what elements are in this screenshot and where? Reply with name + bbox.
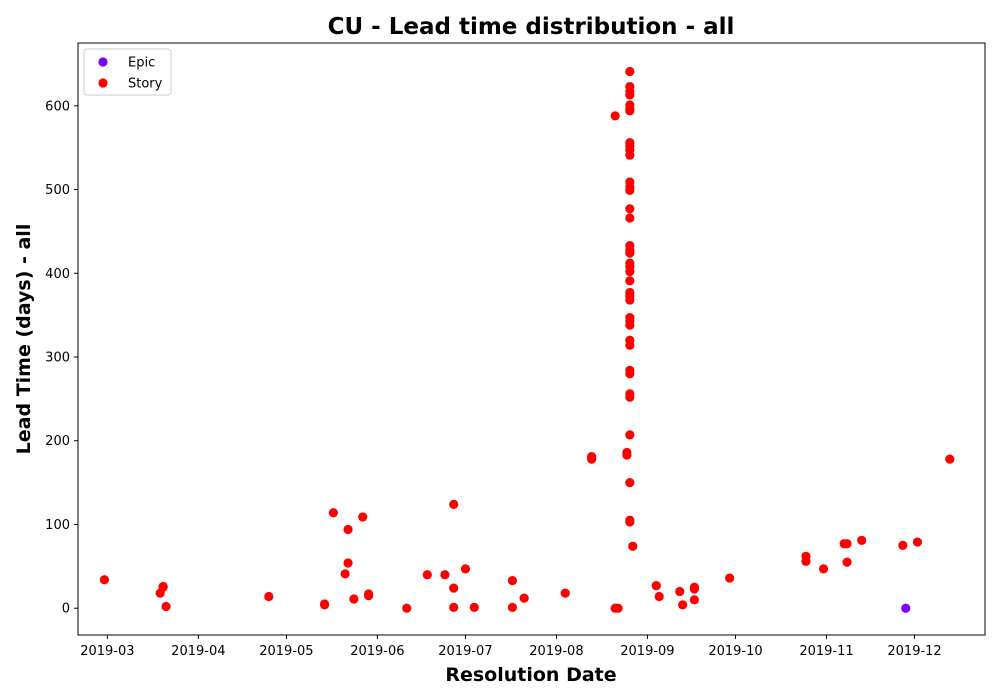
x-tick-label: 2019-08	[529, 644, 583, 659]
story-point	[264, 591, 274, 602]
story-point	[625, 392, 635, 402]
story-point	[340, 569, 350, 579]
story-point	[610, 111, 620, 121]
story-point	[625, 150, 635, 160]
story-point	[912, 537, 923, 547]
x-tick-label: 2019-12	[887, 644, 941, 659]
plot-frame	[77, 42, 986, 636]
x-tick-label: 2019-05	[259, 644, 313, 659]
y-tick-label: 100	[45, 518, 70, 533]
legend: Epic Story	[83, 48, 172, 96]
data-points	[99, 66, 955, 613]
story-point	[440, 570, 450, 580]
story-point	[675, 586, 685, 597]
story-point	[628, 541, 638, 551]
story-point	[349, 594, 359, 604]
story-point	[625, 248, 635, 258]
story-point	[449, 583, 459, 593]
x-tick-label: 2019-10	[708, 644, 762, 659]
x-tick-label: 2019-04	[171, 644, 225, 659]
y-tick-label: 600	[45, 99, 70, 114]
story-point	[161, 601, 171, 612]
x-tick-label: 2019-03	[80, 644, 134, 659]
story-point	[625, 204, 635, 214]
story-point	[625, 478, 635, 488]
story-point	[343, 524, 353, 535]
story-point	[560, 588, 570, 598]
x-tick-label: 2019-09	[620, 644, 674, 659]
chart-title: CU - Lead time distribution - all	[328, 14, 735, 40]
story-point	[625, 369, 635, 379]
story-point	[507, 602, 518, 612]
story-point	[99, 575, 110, 585]
story-point	[625, 517, 635, 527]
story-point	[328, 508, 338, 518]
story-point	[625, 185, 635, 195]
y-tick-label: 500	[45, 183, 70, 198]
story-point	[469, 602, 479, 612]
story-point	[898, 540, 908, 551]
story-point	[857, 535, 867, 545]
x-axis-label: Resolution Date	[445, 664, 616, 686]
story-point	[358, 512, 368, 522]
story-point	[460, 564, 471, 574]
y-tick-label: 300	[45, 351, 70, 366]
plot-area	[78, 43, 985, 635]
legend-marker-story	[98, 78, 108, 88]
story-point	[507, 575, 518, 586]
y-tick-label: 0	[62, 602, 70, 617]
story-point	[651, 580, 661, 591]
story-point	[519, 593, 529, 603]
story-point	[319, 599, 330, 609]
story-point	[613, 603, 623, 613]
story-point	[402, 603, 412, 613]
story-point	[678, 600, 688, 610]
story-point	[449, 602, 459, 612]
story-point	[625, 276, 635, 286]
story-point	[842, 557, 852, 567]
story-point	[625, 90, 635, 100]
story-point	[689, 595, 700, 605]
story-point	[818, 564, 829, 574]
story-point	[801, 556, 811, 566]
story-point	[587, 452, 597, 462]
story-point	[625, 66, 635, 77]
y-tick-label: 200	[45, 434, 70, 449]
y-axis-ticks: 0 100 200 300 400 500 600	[45, 99, 78, 617]
story-point	[449, 499, 459, 509]
story-point	[625, 106, 635, 116]
story-point	[654, 591, 664, 602]
story-point	[625, 295, 635, 305]
story-point	[689, 584, 700, 594]
story-point	[158, 581, 168, 592]
story-point	[363, 589, 374, 599]
story-point	[625, 340, 635, 350]
story-point	[343, 558, 353, 568]
story-point	[625, 266, 635, 277]
story-point	[625, 213, 635, 223]
x-tick-label: 2019-07	[438, 644, 492, 659]
story-point	[625, 430, 635, 440]
x-tick-label: 2019-11	[799, 644, 853, 659]
story-point	[622, 450, 632, 460]
story-point	[945, 454, 955, 464]
y-tick-label: 400	[45, 267, 70, 282]
x-tick-label: 2019-06	[350, 644, 404, 659]
y-axis-label: Lead Time (days) - all	[13, 224, 35, 455]
story-point	[625, 320, 635, 330]
x-axis-ticks: 2019-03 2019-04 2019-05 2019-06 2019-07 2019-…	[80, 635, 942, 659]
story-point	[725, 573, 735, 583]
legend-marker-epic	[98, 57, 108, 67]
epic-point	[901, 603, 911, 613]
story-point	[842, 539, 852, 549]
legend-label-story: Story	[128, 77, 163, 92]
legend-label-epic: Epic	[128, 56, 155, 71]
story-point	[422, 570, 432, 580]
